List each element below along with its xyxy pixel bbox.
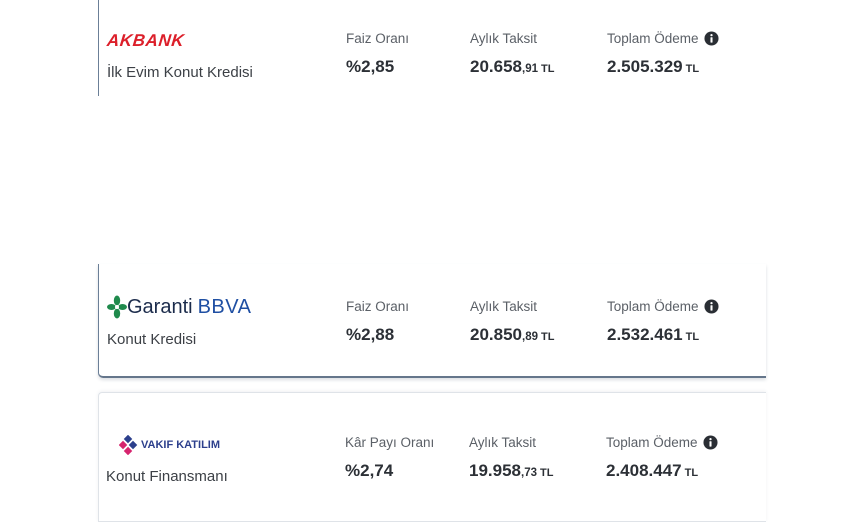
total-label-row: Toplam Ödeme: [606, 435, 718, 450]
total-amount: 2.532.461: [607, 325, 683, 344]
total-value: 2.408.447 TL: [606, 461, 718, 481]
rate-value: %2,85: [346, 57, 395, 76]
installment-integer: 20.658: [470, 57, 522, 76]
total-value: 2.532.461 TL: [607, 325, 719, 345]
total-unit: TL: [684, 467, 699, 479]
installment-value: 20.658,91 TL: [470, 57, 554, 77]
rate-column: Faiz Oranı %2,88: [346, 299, 409, 345]
installment-label: Aylık Taksit: [470, 31, 538, 46]
total-column: Toplam Ödeme 2.408.447 TL: [606, 435, 718, 481]
rate-value: %2,88: [346, 325, 395, 344]
rate-label: Faiz Oranı: [346, 299, 410, 314]
installment-integer: 19.958: [469, 461, 521, 480]
installment-value: 19.958,73 TL: [469, 461, 553, 481]
total-label: Toplam Ödeme: [607, 299, 699, 314]
loan-card-garanti[interactable]: Garanti BBVA Konut Kredisi Faiz Oranı %2…: [98, 264, 766, 378]
total-unit: TL: [685, 63, 700, 75]
akbank-logo: AKBANK: [106, 31, 186, 50]
installment-column: Aylık Taksit 19.958,73 TL: [469, 435, 553, 481]
vakif-katilim-logo: VAKIF KATILIM: [119, 435, 220, 455]
installment-column: Aylık Taksit 20.850,89 TL: [470, 299, 554, 345]
loan-card-vakif-katilim[interactable]: VAKIF KATILIM Konut Finansmanı Kâr Payı …: [98, 392, 766, 522]
garanti-bbva-logo: Garanti BBVA: [107, 295, 251, 319]
rate-label: Faiz Oranı: [346, 31, 410, 46]
installment-label: Aylık Taksit: [469, 435, 537, 450]
total-amount: 2.408.447: [606, 461, 682, 480]
vakif-wordmark: VAKIF KATILIM: [141, 439, 221, 451]
total-value: 2.505.329 TL: [607, 57, 719, 77]
loan-card-akbank[interactable]: AKBANK İlk Evim Konut Kredisi Faiz Oranı…: [98, 0, 766, 96]
total-amount: 2.505.329: [607, 57, 683, 76]
installment-value: 20.850,89 TL: [470, 325, 554, 345]
garanti-wordmark: Garanti: [127, 295, 193, 318]
clover-icon: [107, 295, 127, 319]
product-name: Konut Kredisi: [107, 331, 197, 348]
total-label: Toplam Ödeme: [606, 435, 698, 450]
rate-label: Kâr Payı Oranı: [345, 435, 435, 450]
installment-integer: 20.850: [470, 325, 522, 344]
product-name: İlk Evim Konut Kredisi: [107, 64, 253, 81]
product-name: Konut Finansmanı: [106, 468, 228, 485]
bbva-wordmark: BBVA: [197, 295, 252, 318]
rate-column: Faiz Oranı %2,85: [346, 31, 409, 77]
installment-unit: TL: [540, 467, 554, 479]
total-column: Toplam Ödeme 2.532.461 TL: [607, 299, 719, 345]
info-icon[interactable]: [704, 299, 719, 314]
total-label: Toplam Ödeme: [607, 31, 699, 46]
installment-fraction: ,89: [522, 331, 538, 343]
info-icon[interactable]: [703, 435, 718, 450]
installment-label: Aylık Taksit: [470, 299, 538, 314]
installment-fraction: ,91: [522, 63, 538, 75]
info-icon[interactable]: [704, 31, 719, 46]
installment-unit: TL: [541, 63, 555, 75]
total-label-row: Toplam Ödeme: [607, 31, 719, 46]
installment-column: Aylık Taksit 20.658,91 TL: [470, 31, 554, 77]
installment-unit: TL: [541, 331, 555, 343]
diamond-icon: [119, 435, 138, 455]
rate-value: %2,74: [345, 461, 394, 480]
rate-column: Kâr Payı Oranı %2,74: [345, 435, 434, 481]
total-column: Toplam Ödeme 2.505.329 TL: [607, 31, 719, 77]
total-label-row: Toplam Ödeme: [607, 299, 719, 314]
total-unit: TL: [685, 331, 700, 343]
installment-fraction: ,73: [521, 467, 537, 479]
